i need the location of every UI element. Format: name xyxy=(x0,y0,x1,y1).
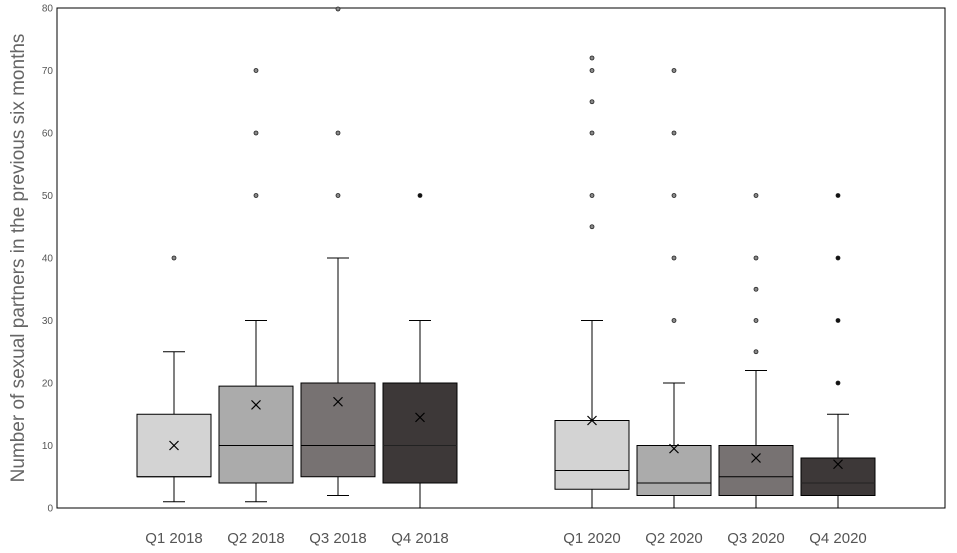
mean-marker xyxy=(833,459,843,470)
outlier-point xyxy=(171,255,177,261)
mean-marker xyxy=(751,453,761,463)
box-iqr xyxy=(718,445,794,496)
x-axis: Q1 2018 Q2 2018 Q3 2018 Q4 2018 Q1 2020 Q2 20… xyxy=(145,530,867,547)
outlier-point xyxy=(835,318,841,323)
outlier-point xyxy=(335,193,341,198)
y-tick-label: 20 xyxy=(42,379,54,390)
box-q3-2018 xyxy=(300,6,376,496)
box-q4-2020 xyxy=(800,193,876,508)
outlier-point xyxy=(753,318,759,323)
box-q1-2018 xyxy=(136,255,212,503)
outlier-point xyxy=(753,286,759,292)
outlier-point xyxy=(589,193,595,198)
x-category-label: Q1 2018 xyxy=(145,530,203,547)
y-tick-label: 50 xyxy=(42,191,54,202)
outlier-point xyxy=(253,130,259,136)
x-category-label: Q3 2018 xyxy=(309,530,367,547)
outlier-point xyxy=(253,68,259,73)
outlier-point xyxy=(335,6,341,12)
box-iqr xyxy=(554,420,630,490)
y-tick-label: 10 xyxy=(42,441,54,452)
y-axis: 0 10 20 30 40 50 60 70 80 xyxy=(42,4,54,515)
box-q1-2020 xyxy=(554,55,630,508)
outlier-point xyxy=(835,380,841,386)
box-q3-2020 xyxy=(718,193,794,508)
outlier-point xyxy=(589,130,595,136)
mean-marker xyxy=(415,412,425,423)
outlier-point xyxy=(753,255,759,261)
outlier-point xyxy=(671,318,677,323)
x-category-label: Q4 2018 xyxy=(391,530,449,547)
box-series xyxy=(136,6,876,508)
outlier-point xyxy=(671,193,677,198)
box-iqr xyxy=(300,382,376,478)
outlier-point xyxy=(589,55,595,61)
y-tick-label: 30 xyxy=(42,316,54,327)
y-tick-label: 40 xyxy=(42,254,54,265)
mean-marker xyxy=(587,415,597,426)
outlier-point xyxy=(753,349,759,355)
outlier-point xyxy=(835,193,841,198)
outlier-point xyxy=(417,193,423,198)
outlier-point xyxy=(835,255,841,261)
outlier-point xyxy=(671,130,677,136)
x-category-label: Q3 2020 xyxy=(727,530,785,547)
x-category-label: Q1 2020 xyxy=(563,530,621,547)
x-category-label: Q2 2018 xyxy=(227,530,285,547)
outlier-point xyxy=(753,193,759,198)
box-iqr xyxy=(382,382,458,484)
box-q2-2018 xyxy=(218,68,294,503)
mean-marker xyxy=(333,396,343,407)
box-iqr xyxy=(218,385,294,484)
box-q2-2020 xyxy=(636,68,712,508)
outlier-point xyxy=(589,99,595,105)
outlier-point xyxy=(335,130,341,136)
x-category-label: Q4 2020 xyxy=(809,530,867,547)
outlier-point xyxy=(253,193,259,198)
y-axis-label: Number of sexual partners in the previou… xyxy=(8,34,29,483)
y-tick-label: 70 xyxy=(42,66,54,77)
y-tick-label: 60 xyxy=(42,129,54,140)
y-tick-label: 80 xyxy=(42,4,54,15)
outlier-point xyxy=(671,68,677,73)
plot-border xyxy=(56,7,946,509)
plot-area xyxy=(56,7,946,509)
outlier-point xyxy=(671,255,677,261)
mean-marker xyxy=(169,440,179,451)
outlier-point xyxy=(589,68,595,73)
box-iqr xyxy=(636,445,712,496)
x-category-label: Q2 2020 xyxy=(645,530,703,547)
mean-marker xyxy=(669,443,679,454)
outlier-point xyxy=(589,224,595,230)
box-q4-2018 xyxy=(382,193,458,508)
mean-marker xyxy=(251,399,261,410)
y-tick-label: 0 xyxy=(47,504,53,515)
